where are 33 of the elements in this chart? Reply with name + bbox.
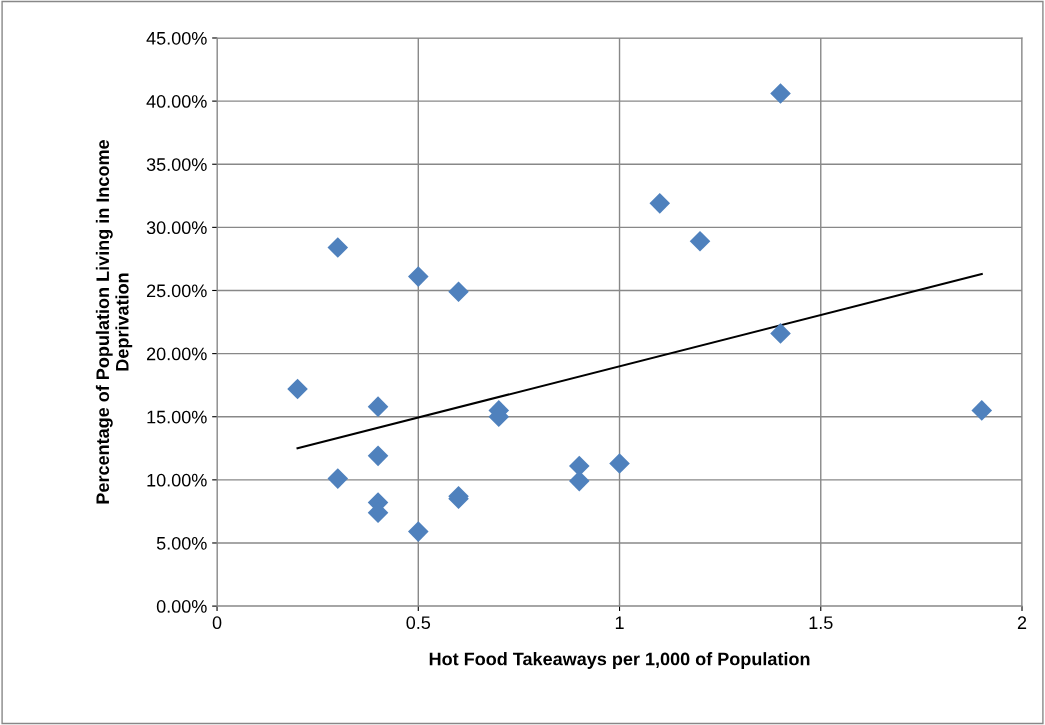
y-tick-label: 45.00%	[146, 31, 207, 45]
x-tick-label: 0.5	[406, 616, 431, 630]
point	[327, 468, 349, 489]
y-tick-label: 30.00%	[146, 221, 207, 235]
y-tick-label: 20.00%	[147, 347, 207, 361]
point	[367, 445, 389, 467]
point	[971, 400, 993, 421]
point	[448, 281, 469, 303]
y-tick-label: 10.00%	[147, 473, 207, 487]
point	[689, 230, 711, 252]
y-tick-label: 15.00%	[147, 410, 207, 424]
point	[568, 470, 590, 492]
y-tick-label: 35.00%	[146, 158, 207, 171]
y-tick-label: 0.00%	[156, 600, 207, 613]
x-tick-label: 2	[1017, 616, 1027, 629]
point	[770, 83, 791, 104]
y-axis-title: Percentage of Population Living in Income Deprivation	[95, 140, 133, 504]
point	[367, 396, 389, 417]
y-tick-label: 40.00%	[146, 95, 207, 108]
point	[609, 453, 630, 474]
y-tick-label: 5.00%	[156, 536, 207, 550]
point	[287, 378, 308, 400]
point	[649, 193, 671, 214]
x-tick-label: 0	[212, 616, 222, 630]
point	[327, 237, 349, 258]
point	[568, 455, 590, 477]
x-tick-label: 1.5	[809, 616, 833, 630]
x-tick-label: 1	[615, 616, 624, 629]
point	[407, 266, 429, 287]
y-tick-label: 25.00%	[147, 284, 207, 298]
x-axis-title: Hot Food Takeaways per 1,000 of Population	[429, 652, 810, 669]
point	[770, 323, 791, 344]
point	[407, 521, 429, 542]
